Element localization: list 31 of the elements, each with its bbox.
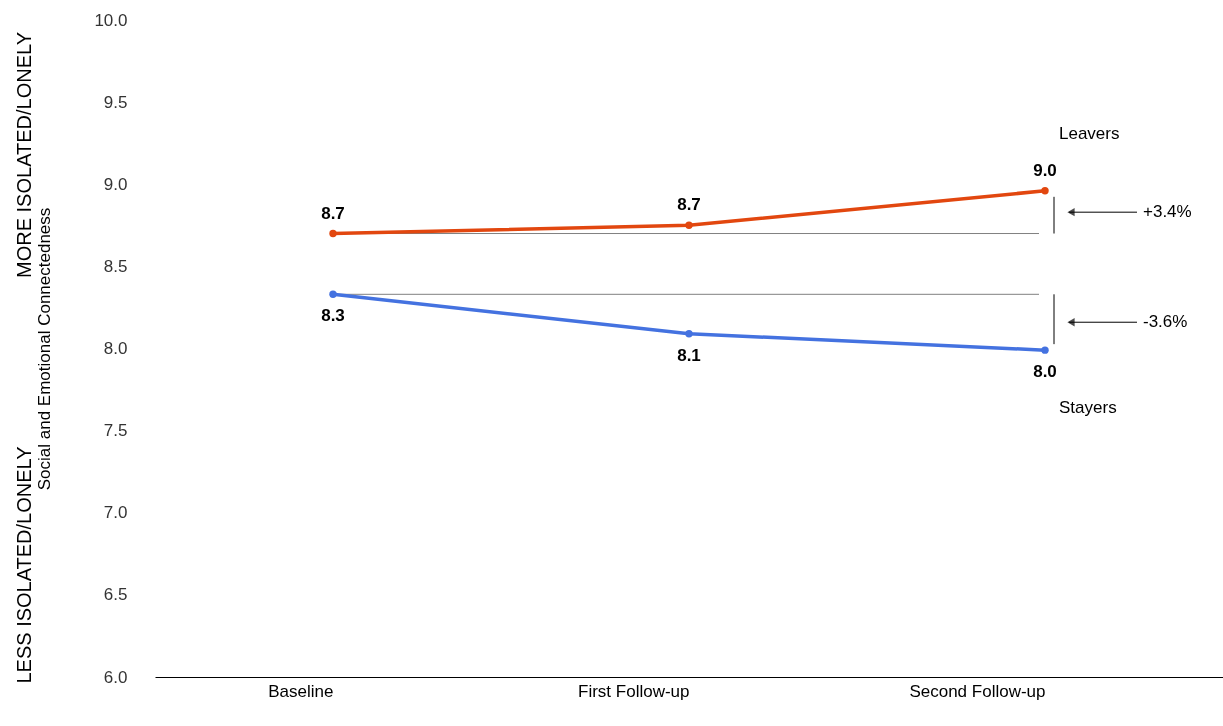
y-tick-label: 6.5	[103, 585, 128, 605]
y-tick-label: 9.0	[103, 174, 128, 194]
point	[1041, 346, 1049, 354]
data-label: 8.0	[1033, 362, 1057, 382]
x-tick-label: Baseline	[268, 681, 334, 701]
data-label: 8.7	[677, 195, 701, 215]
data-label: 8.3	[321, 306, 345, 326]
text: -3.6%	[1143, 312, 1188, 332]
point	[685, 330, 693, 338]
data-label: 8.7	[321, 203, 345, 223]
y-tick-label: 8.0	[103, 339, 128, 358]
data-label: 9.0	[1033, 160, 1057, 180]
y-axis-title: Social and Emotional Connectedness	[35, 207, 55, 491]
text: Leavers	[1059, 123, 1120, 143]
x-tick-label: First Follow-up	[578, 681, 690, 701]
point	[329, 229, 337, 238]
point	[1041, 187, 1049, 195]
text: Stayers	[1059, 398, 1117, 418]
y-tick-label: 7.0	[103, 503, 128, 523]
x-tick-label: Second Follow-up	[909, 681, 1046, 701]
text: MORE ISOLATED/LONELY	[13, 32, 35, 278]
data-label: 8.1	[677, 345, 701, 365]
y-tick-label: 6.0	[103, 667, 128, 687]
point	[685, 221, 693, 230]
point	[329, 290, 337, 298]
y-tick-label: 8.5	[103, 256, 128, 276]
y-tick-label: 7.5	[103, 421, 128, 441]
text: LESS ISOLATED/LONELY	[13, 446, 35, 684]
y-tick-label: 10.0	[94, 10, 128, 30]
y-tick-label: 9.5	[103, 92, 128, 112]
text: +3.4%	[1143, 202, 1192, 222]
